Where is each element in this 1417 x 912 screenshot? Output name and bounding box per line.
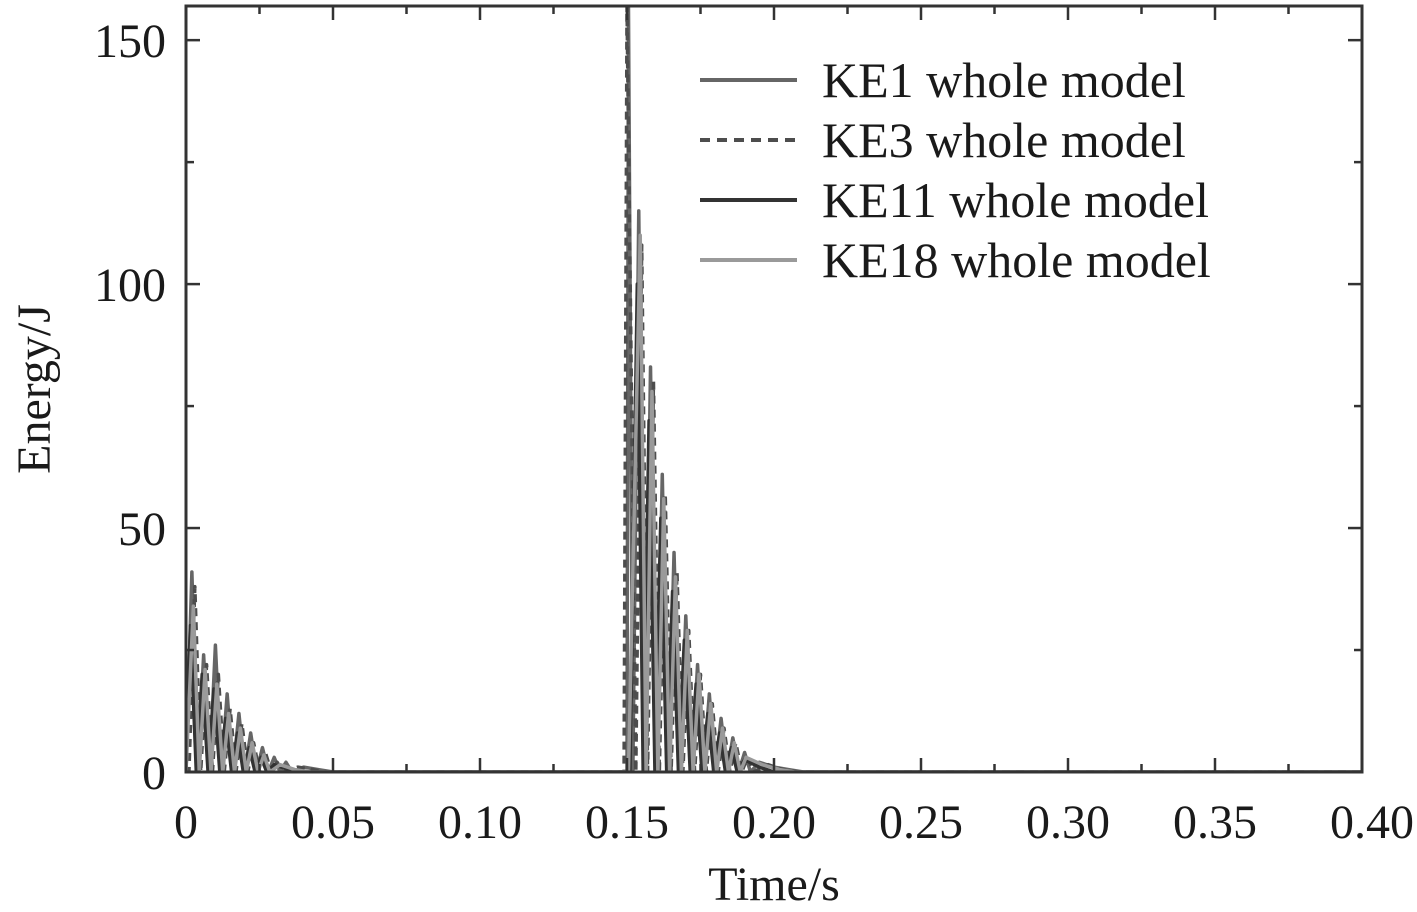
- y-tick-label: 0: [142, 747, 166, 800]
- ticks-layer: [184, 6, 1364, 774]
- y-tick-label: 100: [94, 259, 166, 312]
- x-tick-label: 0.10: [438, 796, 522, 849]
- x-tick-label: 0.15: [585, 796, 669, 849]
- legend-label-4: KE18 whole model: [822, 232, 1211, 288]
- x-tick-label: 0.05: [291, 796, 375, 849]
- y-tick-label: 50: [118, 503, 166, 556]
- x-tick-label: 0: [174, 796, 198, 849]
- legend-label-2: KE3 whole model: [822, 112, 1186, 168]
- x-tick-label: 0.20: [732, 796, 816, 849]
- legend-label-3: KE11 whole model: [822, 172, 1209, 228]
- x-tick-label: 0.25: [879, 796, 963, 849]
- x-tick-label: 0.30: [1026, 796, 1110, 849]
- x-tick-label: 0.40: [1330, 796, 1414, 849]
- y-axis-label: Energy/J: [8, 304, 61, 474]
- x-tick-label: 0.35: [1173, 796, 1257, 849]
- legend-label-1: KE1 whole model: [822, 52, 1186, 108]
- tick-labels: 0 0.05 0.10 0.15 0.20 0.25 0.30 0.35 0.40 0 50 100 1…: [94, 15, 1414, 849]
- series-line-4: [186, 233, 1362, 772]
- x-axis-label: Time/s: [708, 858, 840, 911]
- series-layer: [186, 6, 1362, 772]
- y-tick-label: 150: [94, 15, 166, 68]
- series-line-3: [186, 282, 1362, 772]
